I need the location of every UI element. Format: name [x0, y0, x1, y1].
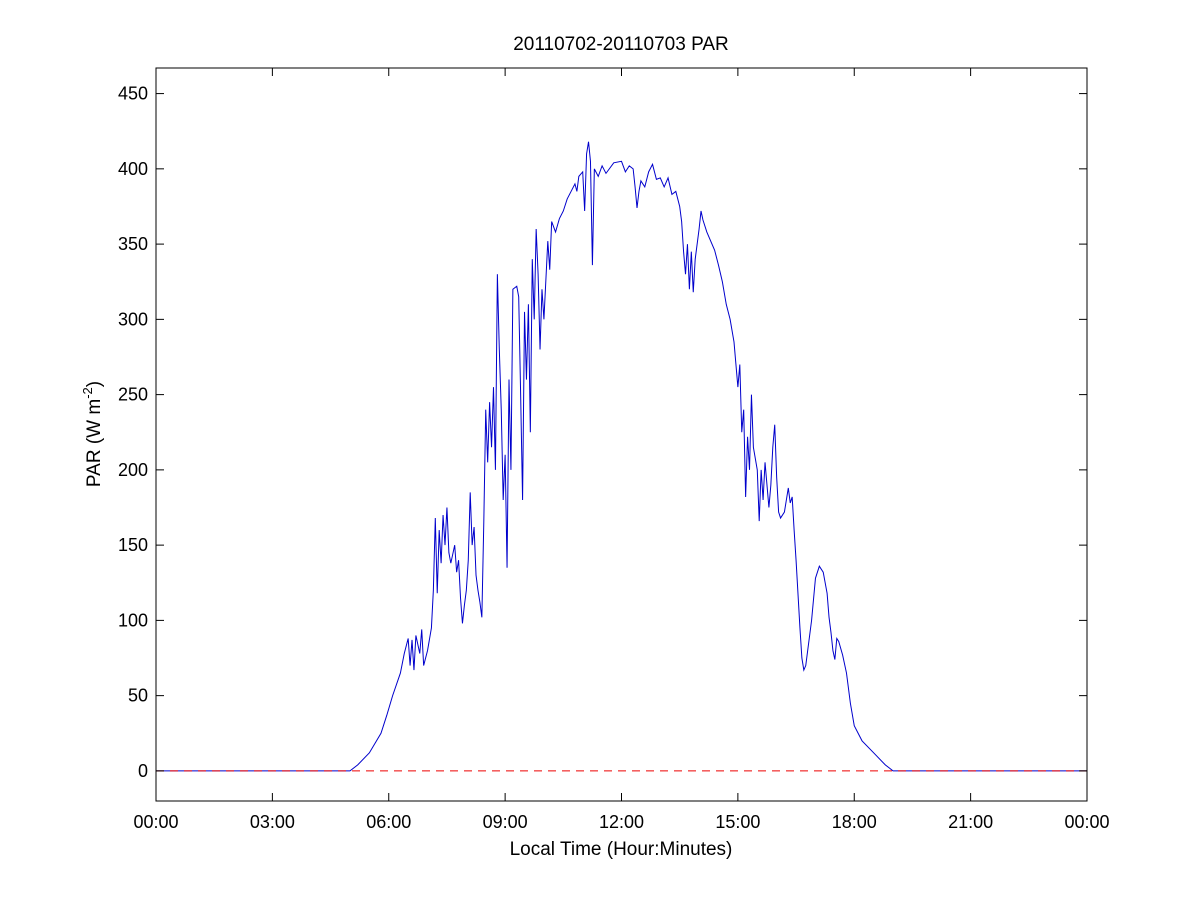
x-tick-label: 09:00 [483, 812, 528, 832]
x-tick-label: 12:00 [599, 812, 644, 832]
tick-layer: 00:00 03:00 06:00 09:00 12:00 15:00 18:00 21:00… [118, 68, 1110, 832]
y-axis-label: PAR (W m-2) [80, 381, 105, 487]
series-layer [156, 141, 1087, 772]
y-tick-label: 350 [118, 234, 148, 254]
y-tick-label: 200 [118, 460, 148, 480]
y-axis-label-main: PAR (W m [84, 399, 105, 487]
y-tick-label: 250 [118, 385, 148, 405]
x-axis-label: Local Time (Hour:Minutes) [510, 839, 733, 860]
x-tick-label: 15:00 [715, 812, 760, 832]
y-tick-label: 150 [118, 535, 148, 555]
x-tick-label: 00:00 [133, 812, 178, 832]
y-tick-label: 50 [128, 686, 148, 706]
x-tick-label: 00:00 [1064, 812, 1109, 832]
x-tick-label: 21:00 [948, 812, 993, 832]
y-tick-label: 400 [118, 159, 148, 179]
y-axis-label-exponent: -2 [80, 387, 95, 399]
chart-title: 20110702-20110703 PAR [513, 34, 729, 55]
y-tick-label: 450 [118, 84, 148, 104]
y-axis-label-close: ) [84, 381, 105, 387]
x-tick-label: 06:00 [366, 812, 411, 832]
y-tick-label: 0 [138, 761, 148, 781]
y-tick-label: 100 [118, 610, 148, 630]
x-tick-label: 03:00 [250, 812, 295, 832]
x-tick-label: 18:00 [832, 812, 877, 832]
plot-area [156, 68, 1087, 801]
y-tick-label: 300 [118, 309, 148, 329]
par-series-line [156, 141, 1087, 772]
